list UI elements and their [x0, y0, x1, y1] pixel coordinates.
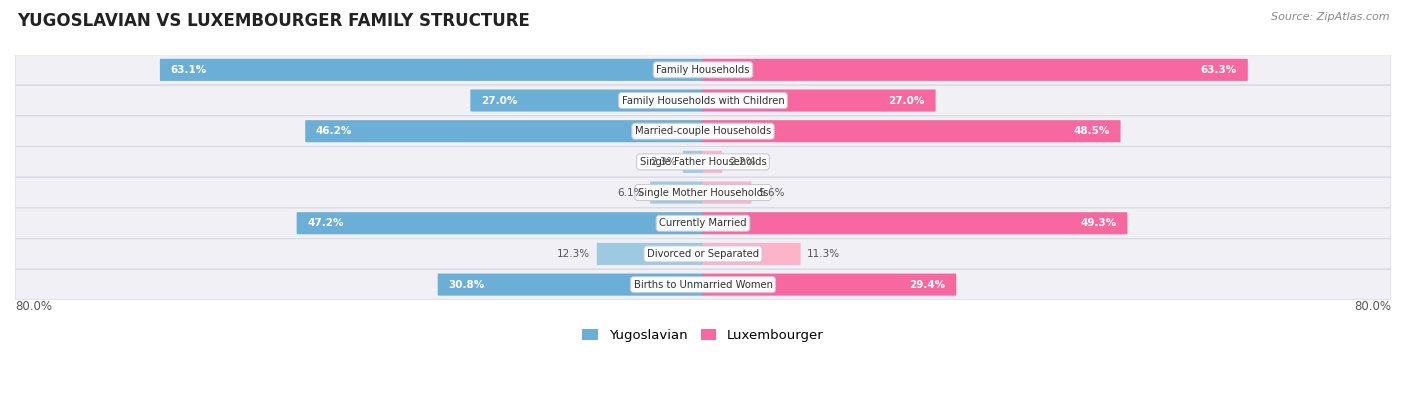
Text: YUGOSLAVIAN VS LUXEMBOURGER FAMILY STRUCTURE: YUGOSLAVIAN VS LUXEMBOURGER FAMILY STRUC… — [17, 12, 530, 30]
FancyBboxPatch shape — [15, 208, 1391, 239]
Text: 63.1%: 63.1% — [170, 65, 207, 75]
Text: Births to Unmarried Women: Births to Unmarried Women — [634, 280, 772, 290]
FancyBboxPatch shape — [703, 151, 723, 173]
FancyBboxPatch shape — [703, 274, 956, 295]
Text: Divorced or Separated: Divorced or Separated — [647, 249, 759, 259]
Text: 12.3%: 12.3% — [557, 249, 591, 259]
FancyBboxPatch shape — [15, 269, 1391, 300]
Text: 63.3%: 63.3% — [1201, 65, 1237, 75]
Text: 80.0%: 80.0% — [15, 300, 52, 313]
Text: 2.3%: 2.3% — [650, 157, 676, 167]
FancyBboxPatch shape — [15, 147, 1391, 177]
FancyBboxPatch shape — [15, 116, 1391, 147]
Text: 46.2%: 46.2% — [316, 126, 353, 136]
FancyBboxPatch shape — [703, 243, 800, 265]
FancyBboxPatch shape — [15, 55, 1391, 85]
Text: 6.1%: 6.1% — [617, 188, 644, 198]
Text: Married-couple Households: Married-couple Households — [636, 126, 770, 136]
FancyBboxPatch shape — [15, 177, 1391, 208]
Text: Single Father Households: Single Father Households — [640, 157, 766, 167]
Text: Single Mother Households: Single Mother Households — [638, 188, 768, 198]
FancyBboxPatch shape — [703, 120, 1121, 142]
FancyBboxPatch shape — [703, 182, 752, 203]
Text: 27.0%: 27.0% — [889, 96, 925, 105]
Text: 80.0%: 80.0% — [1354, 300, 1391, 313]
FancyBboxPatch shape — [596, 243, 703, 265]
Text: 48.5%: 48.5% — [1073, 126, 1109, 136]
Text: 30.8%: 30.8% — [449, 280, 485, 290]
Text: 49.3%: 49.3% — [1080, 218, 1116, 228]
FancyBboxPatch shape — [305, 120, 703, 142]
FancyBboxPatch shape — [683, 151, 703, 173]
Text: 2.2%: 2.2% — [728, 157, 755, 167]
FancyBboxPatch shape — [703, 90, 935, 111]
FancyBboxPatch shape — [15, 85, 1391, 116]
FancyBboxPatch shape — [703, 212, 1128, 234]
Text: Family Households with Children: Family Households with Children — [621, 96, 785, 105]
FancyBboxPatch shape — [471, 90, 703, 111]
Text: 47.2%: 47.2% — [308, 218, 344, 228]
FancyBboxPatch shape — [160, 59, 703, 81]
Text: 5.6%: 5.6% — [758, 188, 785, 198]
Text: 11.3%: 11.3% — [807, 249, 841, 259]
FancyBboxPatch shape — [703, 59, 1247, 81]
FancyBboxPatch shape — [437, 274, 703, 295]
Text: Family Households: Family Households — [657, 65, 749, 75]
FancyBboxPatch shape — [15, 239, 1391, 269]
FancyBboxPatch shape — [297, 212, 703, 234]
Text: Source: ZipAtlas.com: Source: ZipAtlas.com — [1271, 12, 1389, 22]
Text: 29.4%: 29.4% — [910, 280, 945, 290]
Text: 27.0%: 27.0% — [481, 96, 517, 105]
FancyBboxPatch shape — [650, 182, 703, 203]
Legend: Yugoslavian, Luxembourger: Yugoslavian, Luxembourger — [576, 324, 830, 347]
Text: Currently Married: Currently Married — [659, 218, 747, 228]
